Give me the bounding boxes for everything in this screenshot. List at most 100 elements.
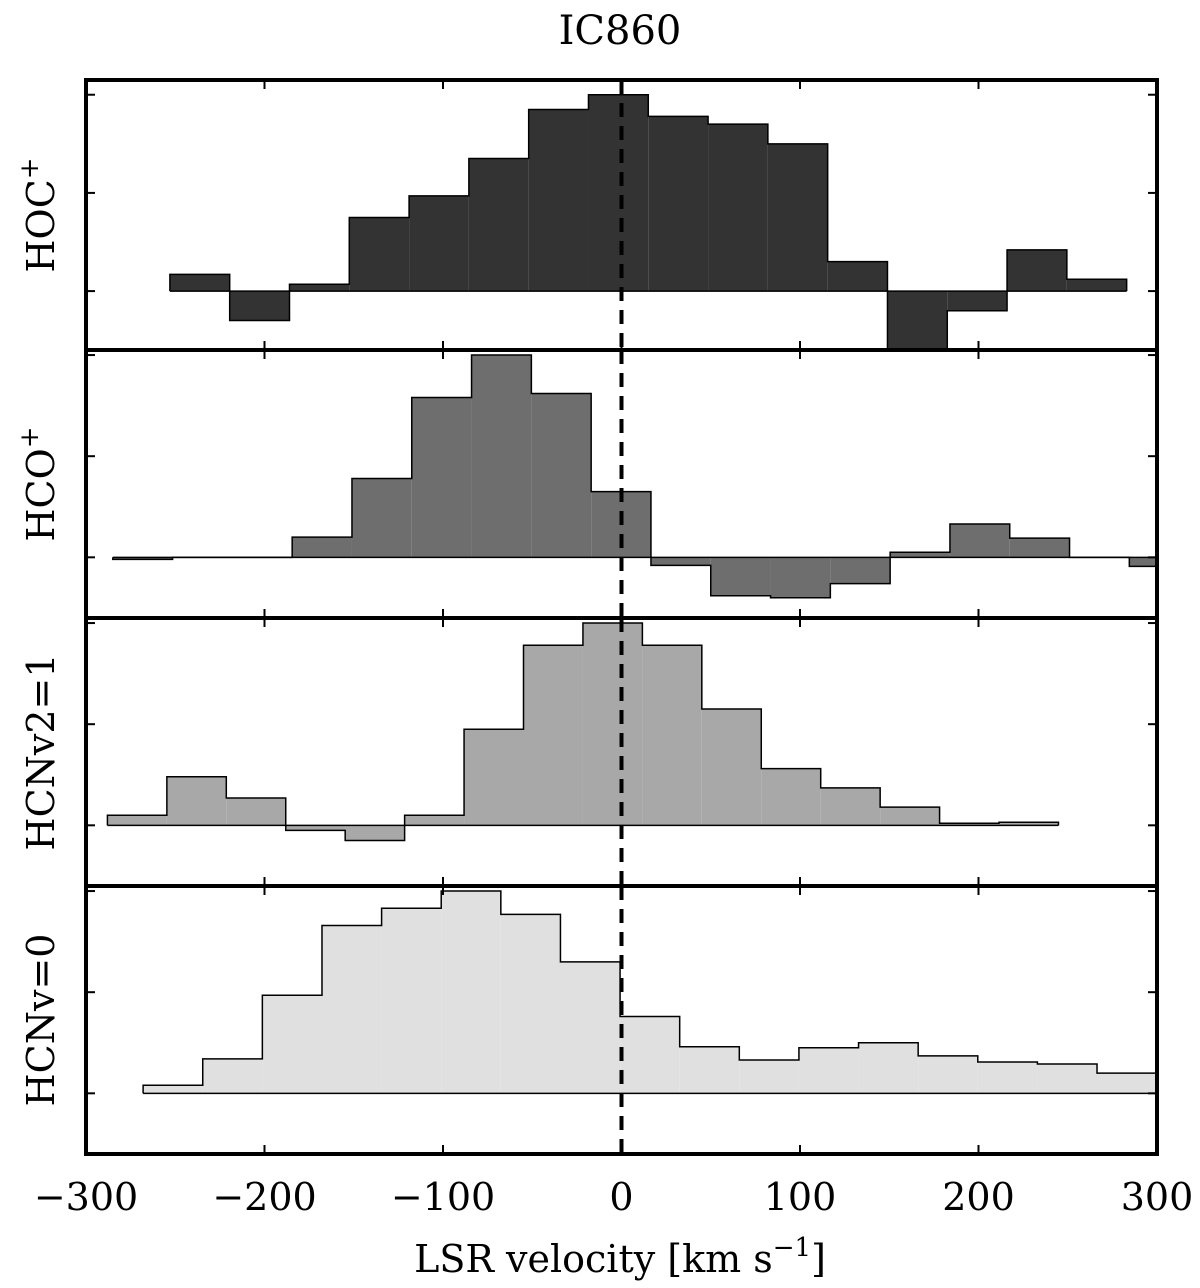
- bar-hcnv2-1: [701, 709, 762, 826]
- bar-hco-: [351, 478, 412, 558]
- x-tick-label: 100: [764, 1175, 837, 1219]
- bar-hcnv2-1: [226, 798, 286, 826]
- bar-hco-: [112, 557, 173, 560]
- y-axis-label-main: HCO: [19, 448, 63, 541]
- y-axis-label-hcnv-0: HCNv=0: [19, 934, 63, 1107]
- bar-hcnv-0: [858, 1042, 919, 1094]
- bar-hco-: [650, 557, 711, 566]
- bar-hcnv-0: [977, 1061, 1038, 1094]
- bar-hcnv2-1: [285, 825, 346, 831]
- spectrum-outline-hcnv2-1: [106, 622, 1060, 842]
- bar-hco-: [770, 557, 831, 598]
- bar-hoc-: [708, 124, 768, 292]
- chart-title: IC860: [559, 8, 682, 54]
- bar-hoc-: [409, 195, 469, 292]
- bar-hoc-: [289, 284, 350, 292]
- bar-hcnv2-1: [404, 815, 465, 826]
- bar-hcnv2-1: [582, 623, 643, 826]
- bar-hcnv-0: [679, 1046, 740, 1094]
- bar-hcnv2-1: [999, 822, 1059, 826]
- bar-hoc-: [887, 291, 948, 350]
- y-axis-label-hcnv2-1: HCNv2=1: [19, 653, 63, 850]
- bar-hcnv-0: [1097, 1073, 1157, 1094]
- bar-hoc-: [648, 116, 709, 292]
- x-tick-label: −300: [34, 1175, 138, 1219]
- bar-hcnv-0: [560, 961, 621, 1094]
- bar-hcnv-0: [500, 914, 561, 1094]
- x-axis-label-sup: −1: [773, 1233, 811, 1263]
- bar-hcnv2-1: [761, 768, 821, 826]
- y-axis-label-sup: +: [15, 157, 45, 179]
- spectrum-outline-hco-: [112, 354, 1157, 599]
- y-axis-label-sup: +: [15, 426, 45, 448]
- plot-area-hcnv-0: [142, 890, 1157, 1095]
- bar-hoc-: [947, 291, 1008, 311]
- x-tick-label: −200: [212, 1175, 316, 1219]
- bar-hcnv2-1: [464, 729, 524, 826]
- bar-hco-: [1129, 557, 1157, 567]
- spectrum-outline-hoc-: [169, 93, 1128, 350]
- bar-hcnv-0: [381, 908, 442, 1094]
- y-axis-label-main: HOC: [19, 179, 63, 272]
- plot-area-hco-: [112, 354, 1157, 599]
- bar-hoc-: [1007, 249, 1067, 292]
- bar-hoc-: [169, 274, 230, 292]
- x-axis-label: LSR velocity [km s−1]: [414, 1233, 826, 1281]
- panel-hcnv-0: HCNv=0: [19, 884, 1159, 1156]
- bar-hco-: [710, 557, 771, 596]
- bar-hcnv2-1: [166, 776, 227, 826]
- y-axis-label-main: HCNv2=1: [19, 653, 63, 850]
- plot-area-hoc-: [169, 93, 1128, 350]
- panel-hoc-: HOC+: [15, 78, 1159, 352]
- bar-hco-: [411, 397, 472, 558]
- panel-hco-: HCO+: [15, 348, 1159, 620]
- x-tick-label: 300: [1121, 1175, 1194, 1219]
- y-axis-label-hoc-: HOC+: [15, 157, 63, 272]
- bar-hco-: [292, 537, 352, 558]
- bar-hcnv-0: [739, 1059, 799, 1094]
- bar-hoc-: [827, 261, 888, 292]
- panel-frame-hcnv-0: [84, 884, 1159, 1156]
- bar-hcnv2-1: [880, 807, 940, 826]
- x-tick-label: 200: [942, 1175, 1015, 1219]
- x-tick-label: −100: [391, 1175, 495, 1219]
- bar-hoc-: [229, 291, 290, 321]
- bar-hco-: [949, 523, 1010, 558]
- bar-hcnv2-1: [345, 825, 405, 841]
- bar-hoc-: [1066, 279, 1127, 292]
- y-axis-label-hco-: HCO+: [15, 426, 63, 541]
- bar-hcnv-0: [321, 925, 382, 1094]
- bar-hoc-: [767, 143, 828, 292]
- bar-hco-: [531, 393, 592, 558]
- bar-hco-: [1009, 538, 1070, 558]
- bar-hcnv2-1: [939, 823, 1000, 826]
- bar-hcnv-0: [620, 1016, 680, 1094]
- bar-hcnv-0: [441, 891, 501, 1094]
- bar-hco-: [830, 557, 891, 584]
- bar-hcnv2-1: [820, 787, 881, 826]
- bar-hcnv2-1: [107, 815, 167, 826]
- plot-area-hcnv2-1: [106, 622, 1060, 842]
- y-axis-label-main: HCNv=0: [19, 934, 63, 1107]
- panel-frame-hco-: [84, 348, 1159, 620]
- spectrum-outline-hcnv-0: [142, 890, 1157, 1094]
- bar-hcnv2-1: [523, 645, 583, 826]
- x-axis-label-main: LSR velocity [km s: [414, 1237, 773, 1281]
- bar-hoc-: [528, 109, 589, 292]
- bar-hco-: [471, 355, 532, 558]
- x-tick-labels: −300 −200 −100 0 100 200 300: [34, 1175, 1193, 1219]
- bar-hcnv-0: [262, 995, 322, 1094]
- bar-hoc-: [468, 158, 529, 292]
- bar-hcnv-0: [143, 1085, 203, 1094]
- bar-hcnv-0: [202, 1058, 263, 1094]
- bar-hcnv-0: [918, 1055, 978, 1094]
- bar-hoc-: [349, 217, 410, 292]
- bar-hco-: [890, 552, 950, 558]
- x-tick-label: 0: [609, 1175, 633, 1219]
- panel-hcnv2-1: HCNv2=1: [19, 616, 1159, 888]
- bar-hcnv-0: [798, 1047, 859, 1094]
- bar-hoc-: [588, 94, 649, 292]
- bar-hcnv2-1: [642, 645, 702, 826]
